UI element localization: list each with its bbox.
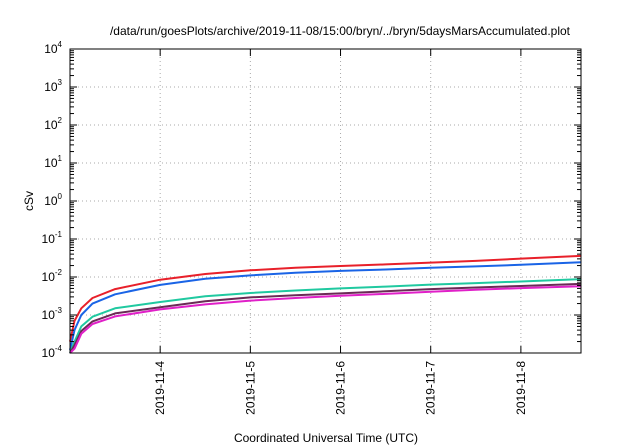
y-tick-exponent: -3 [55,306,63,315]
y-tick-label: 101 [44,154,62,170]
y-tick-base: 10 [42,308,56,322]
y-tick-base: 10 [42,346,56,360]
series-line-2 [69,261,582,351]
series-line-3 [69,278,582,354]
y-tick-base: 10 [42,270,56,284]
y-axis-label: cSv [22,191,36,211]
y-tick-label: 10-3 [42,306,63,322]
x-axis-label: Coordinated Universal Time (UTC) [234,431,418,445]
y-tick-exponent: -4 [55,344,63,353]
x-tick-label: 2019-11-7 [424,361,438,415]
y-tick-exponent: 2 [58,116,63,125]
y-tick-base: 10 [44,194,58,208]
y-tick-label: 10-2 [42,268,63,284]
y-tick-exponent: 3 [58,78,63,87]
x-tick-label: 2019-11-6 [334,361,348,415]
series-line-1 [69,254,582,342]
y-tick-base: 10 [42,232,56,246]
y-tick-label: 10-1 [42,230,63,246]
y-tick-exponent: -1 [55,230,63,239]
series-line-4 [69,282,582,354]
grid [70,49,581,353]
y-tick-exponent: 1 [58,154,63,163]
x-tick-label: 2019-11-5 [243,361,257,415]
y-tick-base: 10 [44,80,58,94]
series-layer [69,254,582,354]
y-tick-label: 104 [44,40,62,56]
chart-title: /data/run/goesPlots/archive/2019-11-08/1… [110,24,571,38]
y-tick-exponent: -2 [55,268,63,277]
y-tick-label: 103 [44,78,62,94]
y-tick-base: 10 [44,42,58,56]
y-tick-label: 10-4 [42,344,63,360]
y-tick-exponent: 4 [58,40,63,49]
x-tick-label: 2019-11-4 [153,361,167,415]
x-axis: 2019-11-4 2019-11-5 2019-11-6 2019-11-7 2019… [153,49,528,415]
y-tick-exponent: 0 [58,192,63,201]
y-tick-base: 10 [44,118,58,132]
y-tick-base: 10 [44,156,58,170]
y-tick-label: 100 [44,192,62,208]
y-tick-label: 102 [44,116,62,132]
series-line-5 [69,285,582,354]
x-tick-label: 2019-11-8 [514,361,528,415]
